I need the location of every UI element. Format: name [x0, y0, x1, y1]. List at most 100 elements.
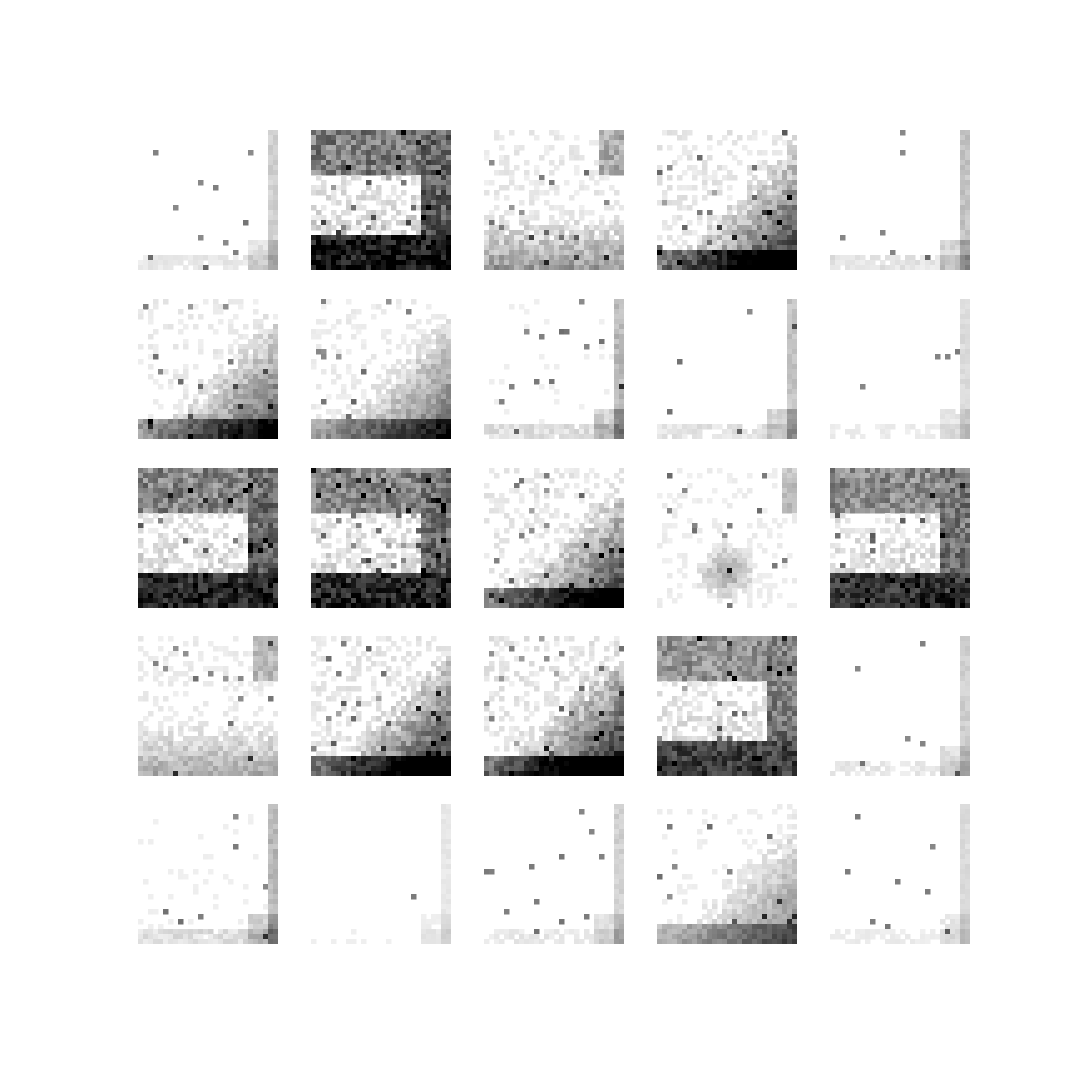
pixel	[416, 150, 422, 156]
pixel	[173, 528, 179, 534]
pixel	[401, 483, 407, 489]
pixel	[574, 250, 580, 256]
pixel	[386, 493, 392, 499]
pixel	[619, 309, 624, 315]
pixel	[777, 424, 783, 430]
pixel	[273, 220, 278, 226]
pixel	[193, 518, 199, 524]
pixel	[258, 518, 264, 524]
pixel	[361, 235, 367, 241]
pixel	[950, 255, 956, 261]
pixel	[935, 255, 941, 261]
pixel	[268, 334, 274, 340]
pixel	[549, 429, 555, 435]
pixel	[594, 503, 600, 509]
pixel	[341, 135, 347, 141]
pixel	[356, 135, 362, 141]
pixel	[519, 429, 525, 435]
pixel	[416, 195, 422, 201]
pixel	[316, 478, 322, 484]
pixel	[960, 160, 966, 166]
pixel	[569, 210, 575, 216]
pixel	[509, 578, 515, 584]
pixel	[351, 374, 357, 380]
pixel	[441, 568, 447, 574]
pixel	[519, 478, 525, 484]
pixel	[574, 543, 580, 549]
pixel	[248, 563, 254, 569]
pixel	[549, 215, 555, 221]
pixel	[441, 220, 447, 226]
pixel	[416, 374, 422, 380]
pixel	[268, 488, 274, 494]
pixel	[426, 200, 432, 206]
pixel	[619, 568, 624, 574]
pixel	[614, 265, 620, 270]
pixel	[782, 260, 788, 266]
pixel	[604, 130, 610, 136]
pixel	[401, 369, 407, 375]
pixel	[203, 429, 209, 435]
pixel	[396, 140, 402, 146]
pixel	[366, 603, 372, 608]
pixel	[386, 394, 392, 400]
pixel	[499, 135, 505, 141]
pixel	[677, 250, 683, 256]
pixel	[787, 175, 793, 181]
pixel	[494, 230, 500, 236]
pixel	[544, 145, 550, 151]
pixel	[391, 215, 397, 221]
pixel	[955, 414, 961, 420]
pixel	[243, 593, 249, 599]
pixel	[787, 359, 793, 365]
pixel	[737, 230, 743, 236]
pixel	[757, 165, 763, 171]
pixel	[148, 265, 154, 270]
pixel	[431, 508, 437, 514]
pixel	[494, 250, 500, 256]
pixel	[524, 583, 530, 589]
pixel	[737, 210, 743, 216]
pixel	[386, 195, 392, 201]
pixel	[772, 140, 778, 146]
pixel	[431, 145, 437, 151]
pixel	[609, 523, 615, 529]
pixel	[960, 175, 966, 181]
pixel	[421, 488, 427, 494]
pixel	[792, 503, 797, 509]
pixel	[930, 434, 936, 439]
pixel	[321, 488, 327, 494]
pixel	[336, 538, 342, 544]
pixel	[336, 200, 342, 206]
pixel	[391, 140, 397, 146]
pixel	[569, 265, 575, 270]
pixel	[792, 349, 797, 355]
pixel	[356, 429, 362, 435]
pixel	[436, 200, 442, 206]
pixel	[321, 190, 327, 196]
pixel	[441, 324, 447, 330]
pixel	[326, 394, 332, 400]
pixel	[436, 399, 442, 405]
pixel	[672, 429, 678, 435]
pixel	[268, 369, 274, 375]
pixel	[609, 508, 615, 514]
pixel	[416, 130, 422, 136]
pixel	[341, 220, 347, 226]
pixel	[436, 354, 442, 360]
pixel	[158, 404, 164, 410]
pixel	[143, 473, 149, 479]
pixel	[406, 468, 412, 474]
pixel	[311, 473, 317, 479]
pixel	[421, 394, 427, 400]
pixel	[376, 419, 382, 425]
pixel	[421, 215, 427, 221]
pixel	[554, 364, 560, 370]
pixel	[426, 155, 432, 161]
pixel	[845, 255, 851, 261]
pixel	[253, 588, 259, 594]
pixel	[381, 250, 387, 256]
pixel	[321, 578, 327, 584]
pixel	[955, 250, 961, 256]
pixel	[396, 210, 402, 216]
